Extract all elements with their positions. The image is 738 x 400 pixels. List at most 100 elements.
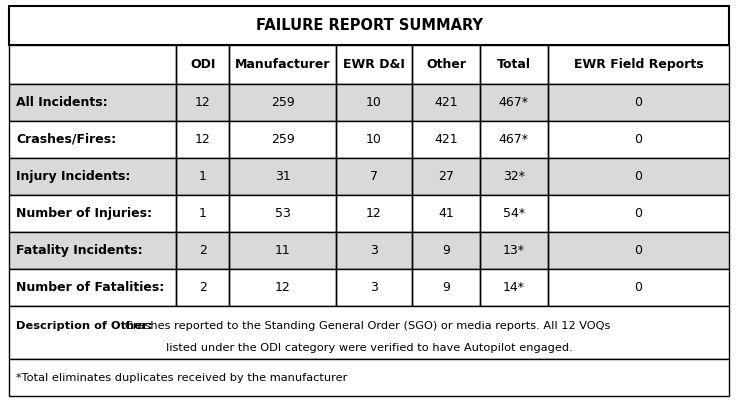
Text: 9: 9	[442, 244, 450, 257]
Bar	[230, 195, 336, 232]
Bar	[9, 195, 176, 232]
Bar	[480, 232, 548, 269]
Text: 421: 421	[434, 133, 458, 146]
Text: 3: 3	[370, 281, 378, 294]
Text: Crashes reported to the Standing General Order (SGO) or media reports. All 12 VO: Crashes reported to the Standing General…	[125, 321, 611, 331]
Bar	[413, 232, 480, 269]
Text: Description of Other:: Description of Other:	[16, 321, 153, 331]
Bar	[413, 121, 480, 158]
Bar	[230, 84, 336, 121]
Text: 12: 12	[195, 96, 210, 109]
Bar	[230, 232, 336, 269]
Bar	[548, 45, 729, 84]
Bar	[413, 45, 480, 84]
Text: 31: 31	[275, 170, 291, 183]
Text: 1: 1	[199, 207, 207, 220]
Bar	[480, 195, 548, 232]
Bar	[480, 84, 548, 121]
Bar	[9, 6, 729, 45]
Text: 12: 12	[366, 207, 382, 220]
Bar	[548, 84, 729, 121]
Bar	[413, 84, 480, 121]
Bar	[548, 158, 729, 195]
Text: Number of Injuries:: Number of Injuries:	[16, 207, 152, 220]
Bar	[9, 232, 729, 269]
Bar	[9, 84, 176, 121]
Text: ODI: ODI	[190, 58, 215, 71]
Bar	[413, 269, 480, 306]
Bar	[176, 158, 230, 195]
Text: Injury Incidents:: Injury Incidents:	[16, 170, 131, 183]
Bar	[9, 306, 729, 359]
Bar	[336, 232, 413, 269]
Text: 12: 12	[275, 281, 291, 294]
Bar	[9, 158, 176, 195]
Bar	[548, 269, 729, 306]
Text: 9: 9	[442, 281, 450, 294]
Text: 32*: 32*	[503, 170, 525, 183]
Text: 13*: 13*	[503, 244, 525, 257]
Text: 0: 0	[635, 244, 642, 257]
Text: 2: 2	[199, 281, 207, 294]
Text: Total: Total	[497, 58, 531, 71]
Bar	[9, 195, 729, 232]
Bar	[9, 232, 176, 269]
Text: Crashes/Fires:: Crashes/Fires:	[16, 133, 117, 146]
Bar	[230, 45, 336, 84]
Bar	[230, 158, 336, 195]
Text: Manufacturer: Manufacturer	[235, 58, 331, 71]
Bar	[480, 269, 548, 306]
Bar	[548, 195, 729, 232]
Text: 259: 259	[271, 133, 294, 146]
Bar	[9, 121, 176, 158]
Text: 0: 0	[635, 96, 642, 109]
Text: listed under the ODI category were verified to have Autopilot engaged.: listed under the ODI category were verif…	[165, 343, 573, 353]
Text: Other: Other	[426, 58, 466, 71]
Text: Number of Fatalities:: Number of Fatalities:	[16, 281, 165, 294]
Bar	[480, 45, 548, 84]
Text: 0: 0	[635, 207, 642, 220]
Bar	[176, 84, 230, 121]
Text: FAILURE REPORT SUMMARY: FAILURE REPORT SUMMARY	[255, 18, 483, 33]
Bar	[9, 359, 729, 396]
Text: EWR D&I: EWR D&I	[343, 58, 405, 71]
Bar	[336, 158, 413, 195]
Bar	[9, 45, 176, 84]
Text: 0: 0	[635, 133, 642, 146]
Bar	[336, 269, 413, 306]
Text: 54*: 54*	[503, 207, 525, 220]
Bar	[480, 158, 548, 195]
Bar	[9, 359, 729, 396]
Bar	[9, 269, 176, 306]
Bar	[9, 158, 729, 195]
Text: EWR Field Reports: EWR Field Reports	[573, 58, 703, 71]
Text: 2: 2	[199, 244, 207, 257]
Bar	[336, 195, 413, 232]
Text: Fatality Incidents:: Fatality Incidents:	[16, 244, 143, 257]
Text: 7: 7	[370, 170, 378, 183]
Bar	[413, 158, 480, 195]
Bar	[176, 121, 230, 158]
Bar	[548, 232, 729, 269]
Text: 53: 53	[275, 207, 291, 220]
Text: 14*: 14*	[503, 281, 525, 294]
Bar	[176, 195, 230, 232]
Text: 0: 0	[635, 170, 642, 183]
Text: 259: 259	[271, 96, 294, 109]
Text: 27: 27	[438, 170, 454, 183]
Bar	[9, 121, 729, 158]
Bar	[9, 45, 729, 84]
Bar	[336, 121, 413, 158]
Bar	[9, 269, 729, 306]
Bar	[230, 269, 336, 306]
Text: All Incidents:: All Incidents:	[16, 96, 108, 109]
Bar	[9, 6, 729, 45]
Bar	[548, 121, 729, 158]
Bar	[176, 269, 230, 306]
Text: 41: 41	[438, 207, 454, 220]
Text: 3: 3	[370, 244, 378, 257]
Bar	[176, 232, 230, 269]
Text: 1: 1	[199, 170, 207, 183]
Bar	[176, 45, 230, 84]
Bar	[9, 84, 729, 121]
